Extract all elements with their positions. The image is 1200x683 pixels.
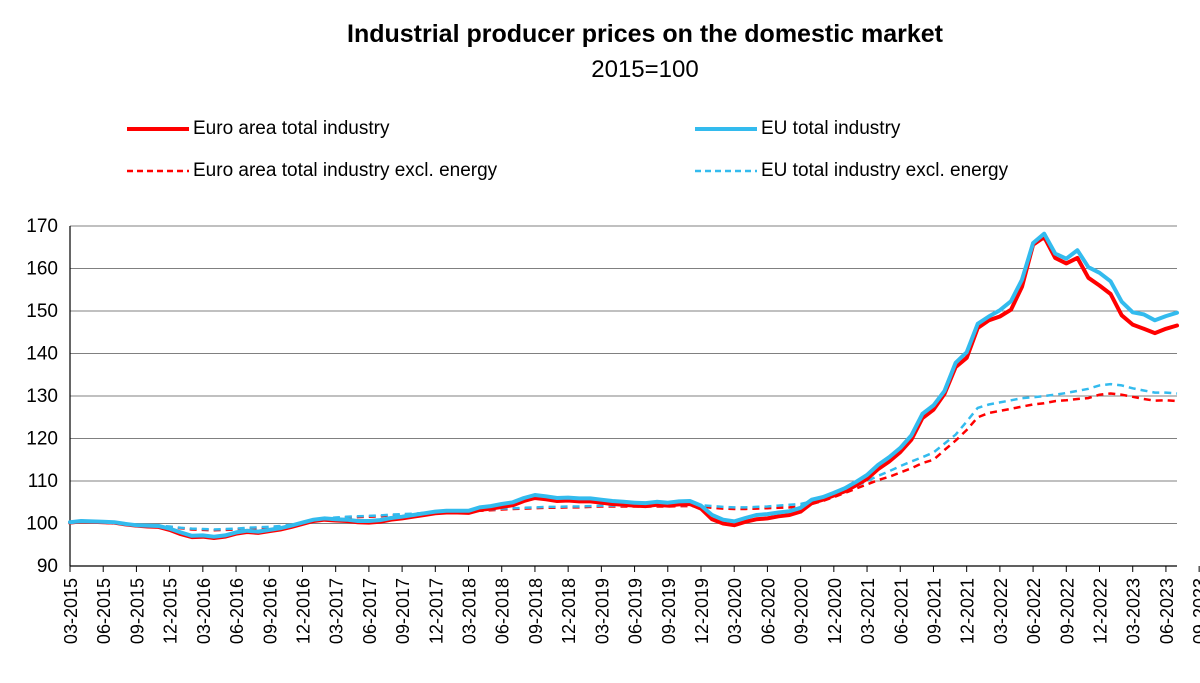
x-tick-label: 03-2016 (194, 578, 214, 644)
legend-item-euro-area-total: Euro area total industry (125, 118, 389, 140)
x-tick-label: 03-2017 (327, 578, 347, 644)
x-tick-label: 12-2019 (692, 578, 712, 644)
x-tick-label: 06-2018 (493, 578, 513, 644)
x-tick-label: 12-2020 (825, 578, 845, 644)
series-line-euro-area-total-industry (68, 235, 1179, 540)
legend-item-eu-total: EU total industry (693, 118, 900, 140)
y-tick-label: 170 (26, 216, 58, 237)
x-tick-label: 06-2019 (626, 578, 646, 644)
x-tick-label: 09-2018 (526, 578, 546, 644)
x-tick-label: 06-2016 (227, 578, 247, 644)
legend-line-euro-area-excl-energy (127, 169, 189, 173)
x-tick-label: 03-2021 (858, 578, 878, 644)
legend-label-eu-excl-energy: EU total industry excl. energy (761, 160, 1009, 181)
x-tick-label: 03-2022 (991, 578, 1011, 644)
x-tick-label: 03-2015 (61, 578, 81, 644)
x-tick-label: 03-2023 (1124, 578, 1144, 644)
x-tick-label: 12-2018 (559, 578, 579, 644)
x-tick-label: 03-2020 (725, 578, 745, 644)
x-tick-label: 09-2017 (393, 578, 413, 644)
x-tick-label: 12-2017 (426, 578, 446, 644)
y-tick-label: 90 (37, 556, 58, 577)
x-tick-label: 12-2015 (161, 578, 181, 644)
legend-line-eu-excl-energy (695, 169, 757, 173)
legend-line-eu-total (695, 127, 757, 131)
x-tick-label: 12-2022 (1091, 578, 1111, 644)
x-tick-label: 09-2021 (924, 578, 944, 644)
x-tick-label: 09-2022 (1057, 578, 1077, 644)
legend-line-euro-area-total (127, 127, 189, 131)
series-line-eu-total-industry (68, 231, 1179, 539)
series-line-euro-area-total-industry-excl-energy (69, 392, 1178, 532)
y-tick-label: 160 (26, 259, 58, 280)
x-tick-label: 03-2019 (592, 578, 612, 644)
x-tick-label: 09-2015 (127, 578, 147, 644)
chart-title: Industrial producer prices on the domest… (347, 20, 943, 48)
legend-item-euro-area-excl-energy: Euro area total industry excl. energy (125, 160, 497, 182)
y-tick-label: 140 (26, 344, 58, 365)
y-tick-label: 100 (26, 514, 58, 535)
x-tick-label: 06-2021 (891, 578, 911, 644)
x-tick-label: 06-2017 (360, 578, 380, 644)
x-tick-label: 06-2020 (758, 578, 778, 644)
y-tick-label: 120 (26, 429, 58, 450)
x-tick-label: 09-2023 (1190, 578, 1200, 644)
x-tick-label: 06-2015 (94, 578, 114, 644)
x-tick-label: 06-2023 (1157, 578, 1177, 644)
x-tick-label: 06-2022 (1024, 578, 1044, 644)
legend-label-eu-total: EU total industry (761, 118, 901, 139)
x-tick-label: 12-2021 (958, 578, 978, 644)
y-tick-label: 130 (26, 386, 58, 407)
x-tick-label: 09-2016 (260, 578, 280, 644)
chart-subtitle: 2015=100 (591, 56, 699, 83)
legend-label-euro-area-total: Euro area total industry (193, 118, 390, 139)
y-tick-label: 110 (28, 471, 58, 492)
legend-label-euro-area-excl-energy: Euro area total industry excl. energy (193, 160, 498, 181)
x-tick-label: 12-2016 (293, 578, 313, 644)
x-tick-label: 09-2019 (659, 578, 679, 644)
x-tick-label: 03-2018 (460, 578, 480, 644)
legend-item-eu-excl-energy: EU total industry excl. energy (693, 160, 1008, 182)
x-tick-label: 09-2020 (792, 578, 812, 644)
y-tick-label: 150 (26, 301, 58, 322)
